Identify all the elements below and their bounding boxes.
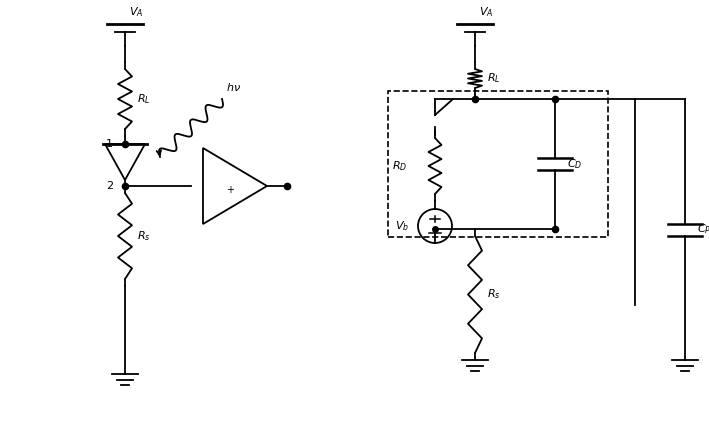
Text: $R_D$: $R_D$ — [391, 159, 407, 173]
Text: +: + — [226, 185, 234, 195]
Text: $R_s$: $R_s$ — [487, 287, 501, 302]
Text: 2: 2 — [106, 181, 113, 191]
Text: $V_A$: $V_A$ — [129, 5, 143, 19]
Text: $V_A$: $V_A$ — [479, 5, 493, 19]
Text: $C_D$: $C_D$ — [567, 157, 582, 171]
Text: $h\nu$: $h\nu$ — [226, 81, 241, 93]
Text: 1: 1 — [106, 139, 113, 149]
Bar — [388, 91, 608, 237]
Text: $R_L$: $R_L$ — [137, 92, 150, 106]
Text: $R_s$: $R_s$ — [137, 229, 150, 243]
Text: $V_b$: $V_b$ — [395, 219, 409, 233]
Text: $C_P$: $C_P$ — [697, 223, 709, 236]
Text: $R_L$: $R_L$ — [487, 72, 501, 85]
